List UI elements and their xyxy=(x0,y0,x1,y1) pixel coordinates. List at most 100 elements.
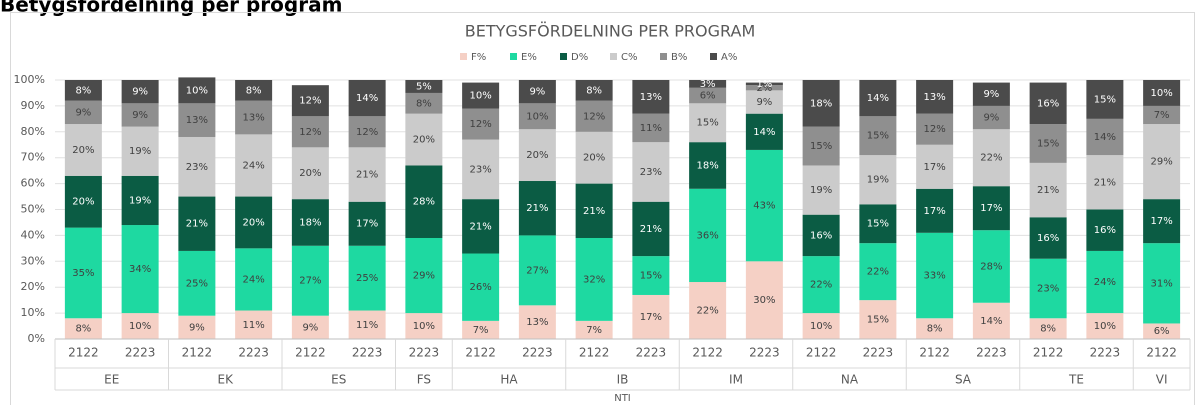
group-label: EE xyxy=(104,373,119,387)
data-label: 23% xyxy=(470,164,492,175)
bar-segment xyxy=(802,214,840,257)
data-label: 10% xyxy=(1151,88,1173,99)
bar-segment xyxy=(575,80,613,101)
data-label: 14% xyxy=(980,316,1002,327)
legend-swatch xyxy=(710,53,717,60)
bar-segment xyxy=(348,80,386,117)
data-label: 16% xyxy=(1037,98,1059,109)
bar-segment xyxy=(1086,250,1124,314)
x-tick-label: 2122 xyxy=(1033,346,1064,360)
y-tick-label: 20% xyxy=(21,280,45,293)
data-label: 10% xyxy=(526,111,548,122)
data-label: 15% xyxy=(1094,94,1116,105)
group-label: IB xyxy=(617,373,629,387)
data-label: 21% xyxy=(1094,177,1116,188)
bar-segment xyxy=(632,294,670,339)
bar-segment xyxy=(632,201,670,257)
data-label: 30% xyxy=(753,295,775,306)
x-tick-label: 2223 xyxy=(522,346,553,360)
bar-segment xyxy=(1086,80,1124,119)
data-label: 14% xyxy=(356,93,378,104)
x-tick-label: 2223 xyxy=(409,346,440,360)
bar-segment xyxy=(1086,155,1124,210)
data-label: 21% xyxy=(1037,185,1059,196)
bar-segment xyxy=(1029,82,1067,125)
data-label: 24% xyxy=(243,160,265,171)
data-label: 20% xyxy=(72,145,94,156)
data-label: 13% xyxy=(186,115,208,126)
bar-segment xyxy=(1029,258,1067,319)
data-label: 17% xyxy=(640,312,662,323)
data-label: 22% xyxy=(810,280,832,291)
data-label: 34% xyxy=(129,264,151,275)
data-label: 11% xyxy=(243,320,265,331)
group-label: VI xyxy=(1156,373,1168,387)
bar-segment xyxy=(462,108,500,140)
data-label: 15% xyxy=(697,118,719,129)
bar-segment xyxy=(291,147,329,200)
data-label: 36% xyxy=(697,230,719,241)
data-label: 8% xyxy=(75,85,91,96)
bar-segment xyxy=(518,129,556,182)
data-label: 11% xyxy=(640,123,662,134)
group-label: EK xyxy=(218,373,235,387)
data-label: 21% xyxy=(583,206,605,217)
legend-label: B% xyxy=(671,52,687,63)
bar-segment xyxy=(916,318,954,339)
group-label: HA xyxy=(500,373,518,387)
data-label: 8% xyxy=(416,98,432,109)
bar-segment xyxy=(64,175,102,228)
bar-segment xyxy=(121,313,159,339)
bar-segment xyxy=(348,245,386,311)
data-label: 33% xyxy=(924,271,946,282)
data-label: 22% xyxy=(697,306,719,317)
data-label: 12% xyxy=(299,127,321,138)
x-tick-label: 2122 xyxy=(806,346,837,360)
bar-segment xyxy=(916,80,954,114)
bar-segment xyxy=(575,237,613,321)
x-tick-label: 2223 xyxy=(749,346,780,360)
bar-segment xyxy=(972,186,1010,231)
data-label: 9% xyxy=(75,107,91,118)
bar-segment xyxy=(405,80,443,93)
bar-segment xyxy=(632,80,670,114)
data-label: 17% xyxy=(924,206,946,217)
bar-segment xyxy=(121,126,159,176)
data-label: 13% xyxy=(526,317,548,328)
data-label: 3% xyxy=(700,79,716,90)
data-label: 2% xyxy=(756,83,772,94)
group-label: TE xyxy=(1068,373,1084,387)
x-tick-label: 2223 xyxy=(863,346,894,360)
data-label: 1% xyxy=(756,79,772,90)
bar-segment xyxy=(121,103,159,127)
data-label: 20% xyxy=(299,168,321,179)
data-label: 29% xyxy=(413,271,435,282)
data-label: 19% xyxy=(867,175,889,186)
group-label: NA xyxy=(841,373,859,387)
data-label: 43% xyxy=(753,201,775,212)
legend-swatch xyxy=(510,53,517,60)
legend-label: F% xyxy=(471,52,486,63)
data-label: 18% xyxy=(299,217,321,228)
bar-segment xyxy=(632,113,670,143)
bar-segment xyxy=(518,235,556,306)
bar-segment xyxy=(64,124,102,176)
data-label: 21% xyxy=(356,170,378,181)
data-label: 22% xyxy=(980,153,1002,164)
bar-segment xyxy=(745,82,783,86)
data-label: 24% xyxy=(1094,277,1116,288)
x-tick-label: 2223 xyxy=(238,346,269,360)
data-label: 9% xyxy=(132,87,148,98)
bar-segment xyxy=(235,248,273,311)
data-label: 17% xyxy=(924,162,946,173)
super-group-label: NTI xyxy=(614,393,631,404)
bar-segment xyxy=(802,126,840,166)
x-tick-label: 2223 xyxy=(636,346,667,360)
bar-segment xyxy=(1143,243,1181,324)
bar-segment xyxy=(745,149,783,262)
bar-segment xyxy=(235,100,273,135)
data-label: 8% xyxy=(1040,324,1056,335)
bar-segment xyxy=(575,100,613,132)
y-tick-label: 10% xyxy=(21,306,45,319)
bar-segment xyxy=(745,85,783,91)
